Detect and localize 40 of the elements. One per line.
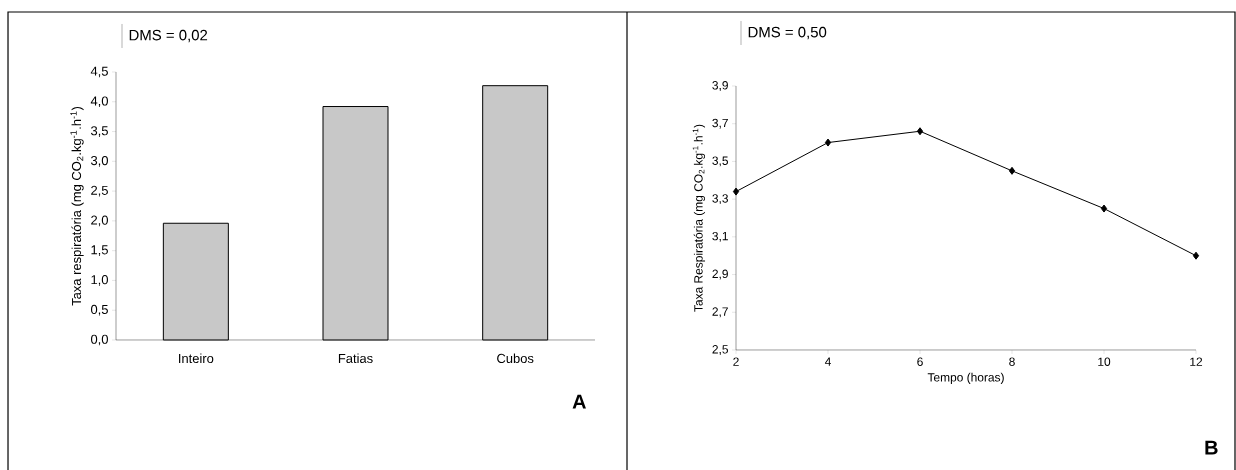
x-tick-label: Inteiro [179, 353, 214, 364]
y-tick-label: 3,0 [90, 155, 108, 167]
x-tick-label: Cubos [497, 353, 534, 364]
y-axis-title: Taxa Respiratória (mg CO$_{2}$.kg$^{-1}$.h$^{-1}$) [692, 124, 706, 312]
text: DMS = 0,50 [748, 26, 827, 40]
x-tick-label: 2 [733, 357, 739, 366]
y-tick-label: 1,5 [91, 245, 108, 256]
y-tick-label: 3,9 [712, 81, 728, 91]
point [824, 138, 832, 147]
y-tick-label: 3,3 [712, 194, 728, 205]
point [1100, 204, 1108, 213]
point [732, 187, 740, 196]
x-tick-label: 8 [1009, 357, 1015, 366]
point [1192, 251, 1200, 260]
y-tick-label: 0,5 [90, 304, 108, 316]
y-tick-label: 1,0 [91, 275, 108, 286]
y-axis-title: Taxa respiratória (mg CO$_{2}$.kg$^{-1}$.h$^{-1}$) [70, 106, 84, 306]
x-tick-label: 12 [1190, 357, 1203, 366]
y-tick-label: 2,9 [712, 269, 728, 280]
y-tick-label: 2,5 [91, 185, 108, 197]
y-tick-label: 3,5 [90, 126, 108, 137]
text: A [572, 394, 586, 409]
y-tick-label: 2,5 [712, 345, 728, 355]
x-tick-label: 6 [917, 357, 923, 366]
text: B [1205, 440, 1218, 455]
text: DMS = 0,02 [129, 29, 208, 43]
point [1008, 166, 1016, 175]
y-tick-label: 0,0 [90, 334, 108, 346]
x-tick-label: 10 [1098, 357, 1111, 366]
y-tick-label: 4,5 [90, 66, 108, 78]
y-tick-label: 3,1 [712, 231, 728, 242]
x-tick-label: 4 [824, 357, 831, 366]
y-tick-label: 3,5 [712, 156, 728, 167]
y-tick-label: 3,7 [712, 118, 728, 129]
x-axis-title: Tempo (horas) [927, 372, 1004, 384]
y-tick-label: 2,0 [91, 215, 108, 227]
x-tick-label: Fatias [338, 353, 373, 364]
y-tick-label: 2,7 [712, 307, 728, 318]
point [916, 127, 924, 136]
y-tick-label: 4,0 [90, 96, 108, 108]
